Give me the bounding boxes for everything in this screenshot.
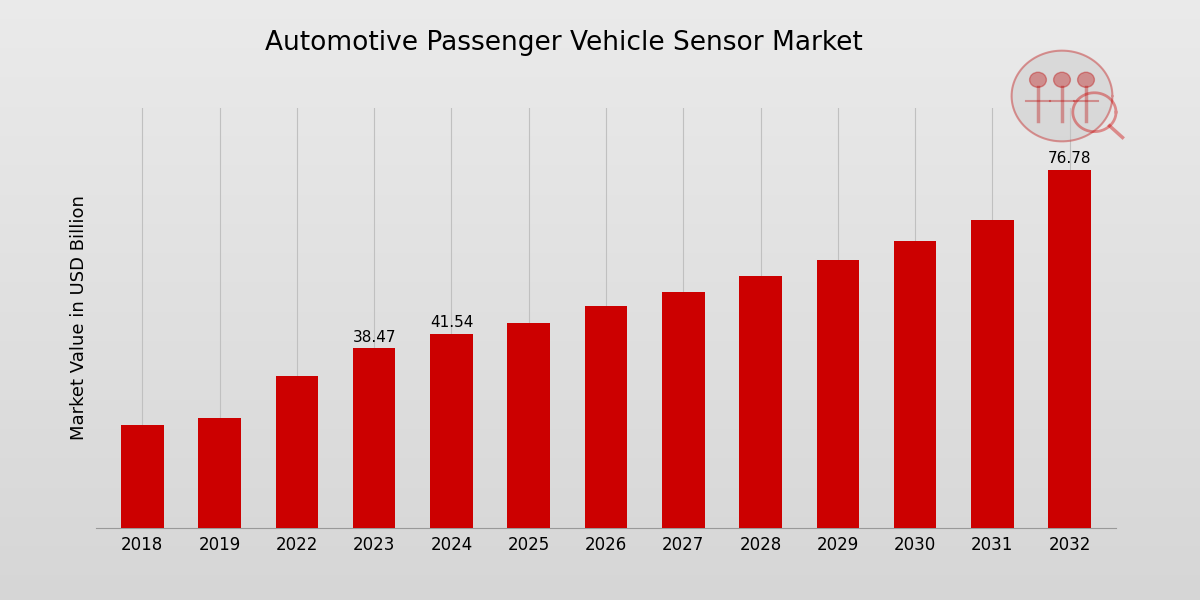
Polygon shape: [1012, 50, 1112, 142]
Text: 76.78: 76.78: [1048, 151, 1091, 166]
Bar: [1049, 170, 1091, 528]
Bar: [276, 376, 318, 528]
Bar: [739, 276, 781, 528]
Bar: [894, 241, 936, 528]
Bar: [431, 334, 473, 528]
Bar: [121, 425, 163, 528]
Circle shape: [1030, 72, 1046, 88]
Y-axis label: Market Value in USD Billion: Market Value in USD Billion: [70, 196, 88, 440]
Bar: [584, 307, 628, 528]
Bar: [662, 292, 704, 528]
Text: Automotive Passenger Vehicle Sensor Market: Automotive Passenger Vehicle Sensor Mark…: [265, 30, 863, 56]
Bar: [508, 323, 550, 528]
Bar: [353, 349, 396, 528]
Text: 41.54: 41.54: [430, 316, 473, 331]
Bar: [816, 260, 859, 528]
Bar: [971, 220, 1014, 528]
Bar: [198, 418, 241, 528]
Text: 38.47: 38.47: [353, 330, 396, 345]
Circle shape: [1078, 72, 1094, 88]
Circle shape: [1054, 72, 1070, 88]
